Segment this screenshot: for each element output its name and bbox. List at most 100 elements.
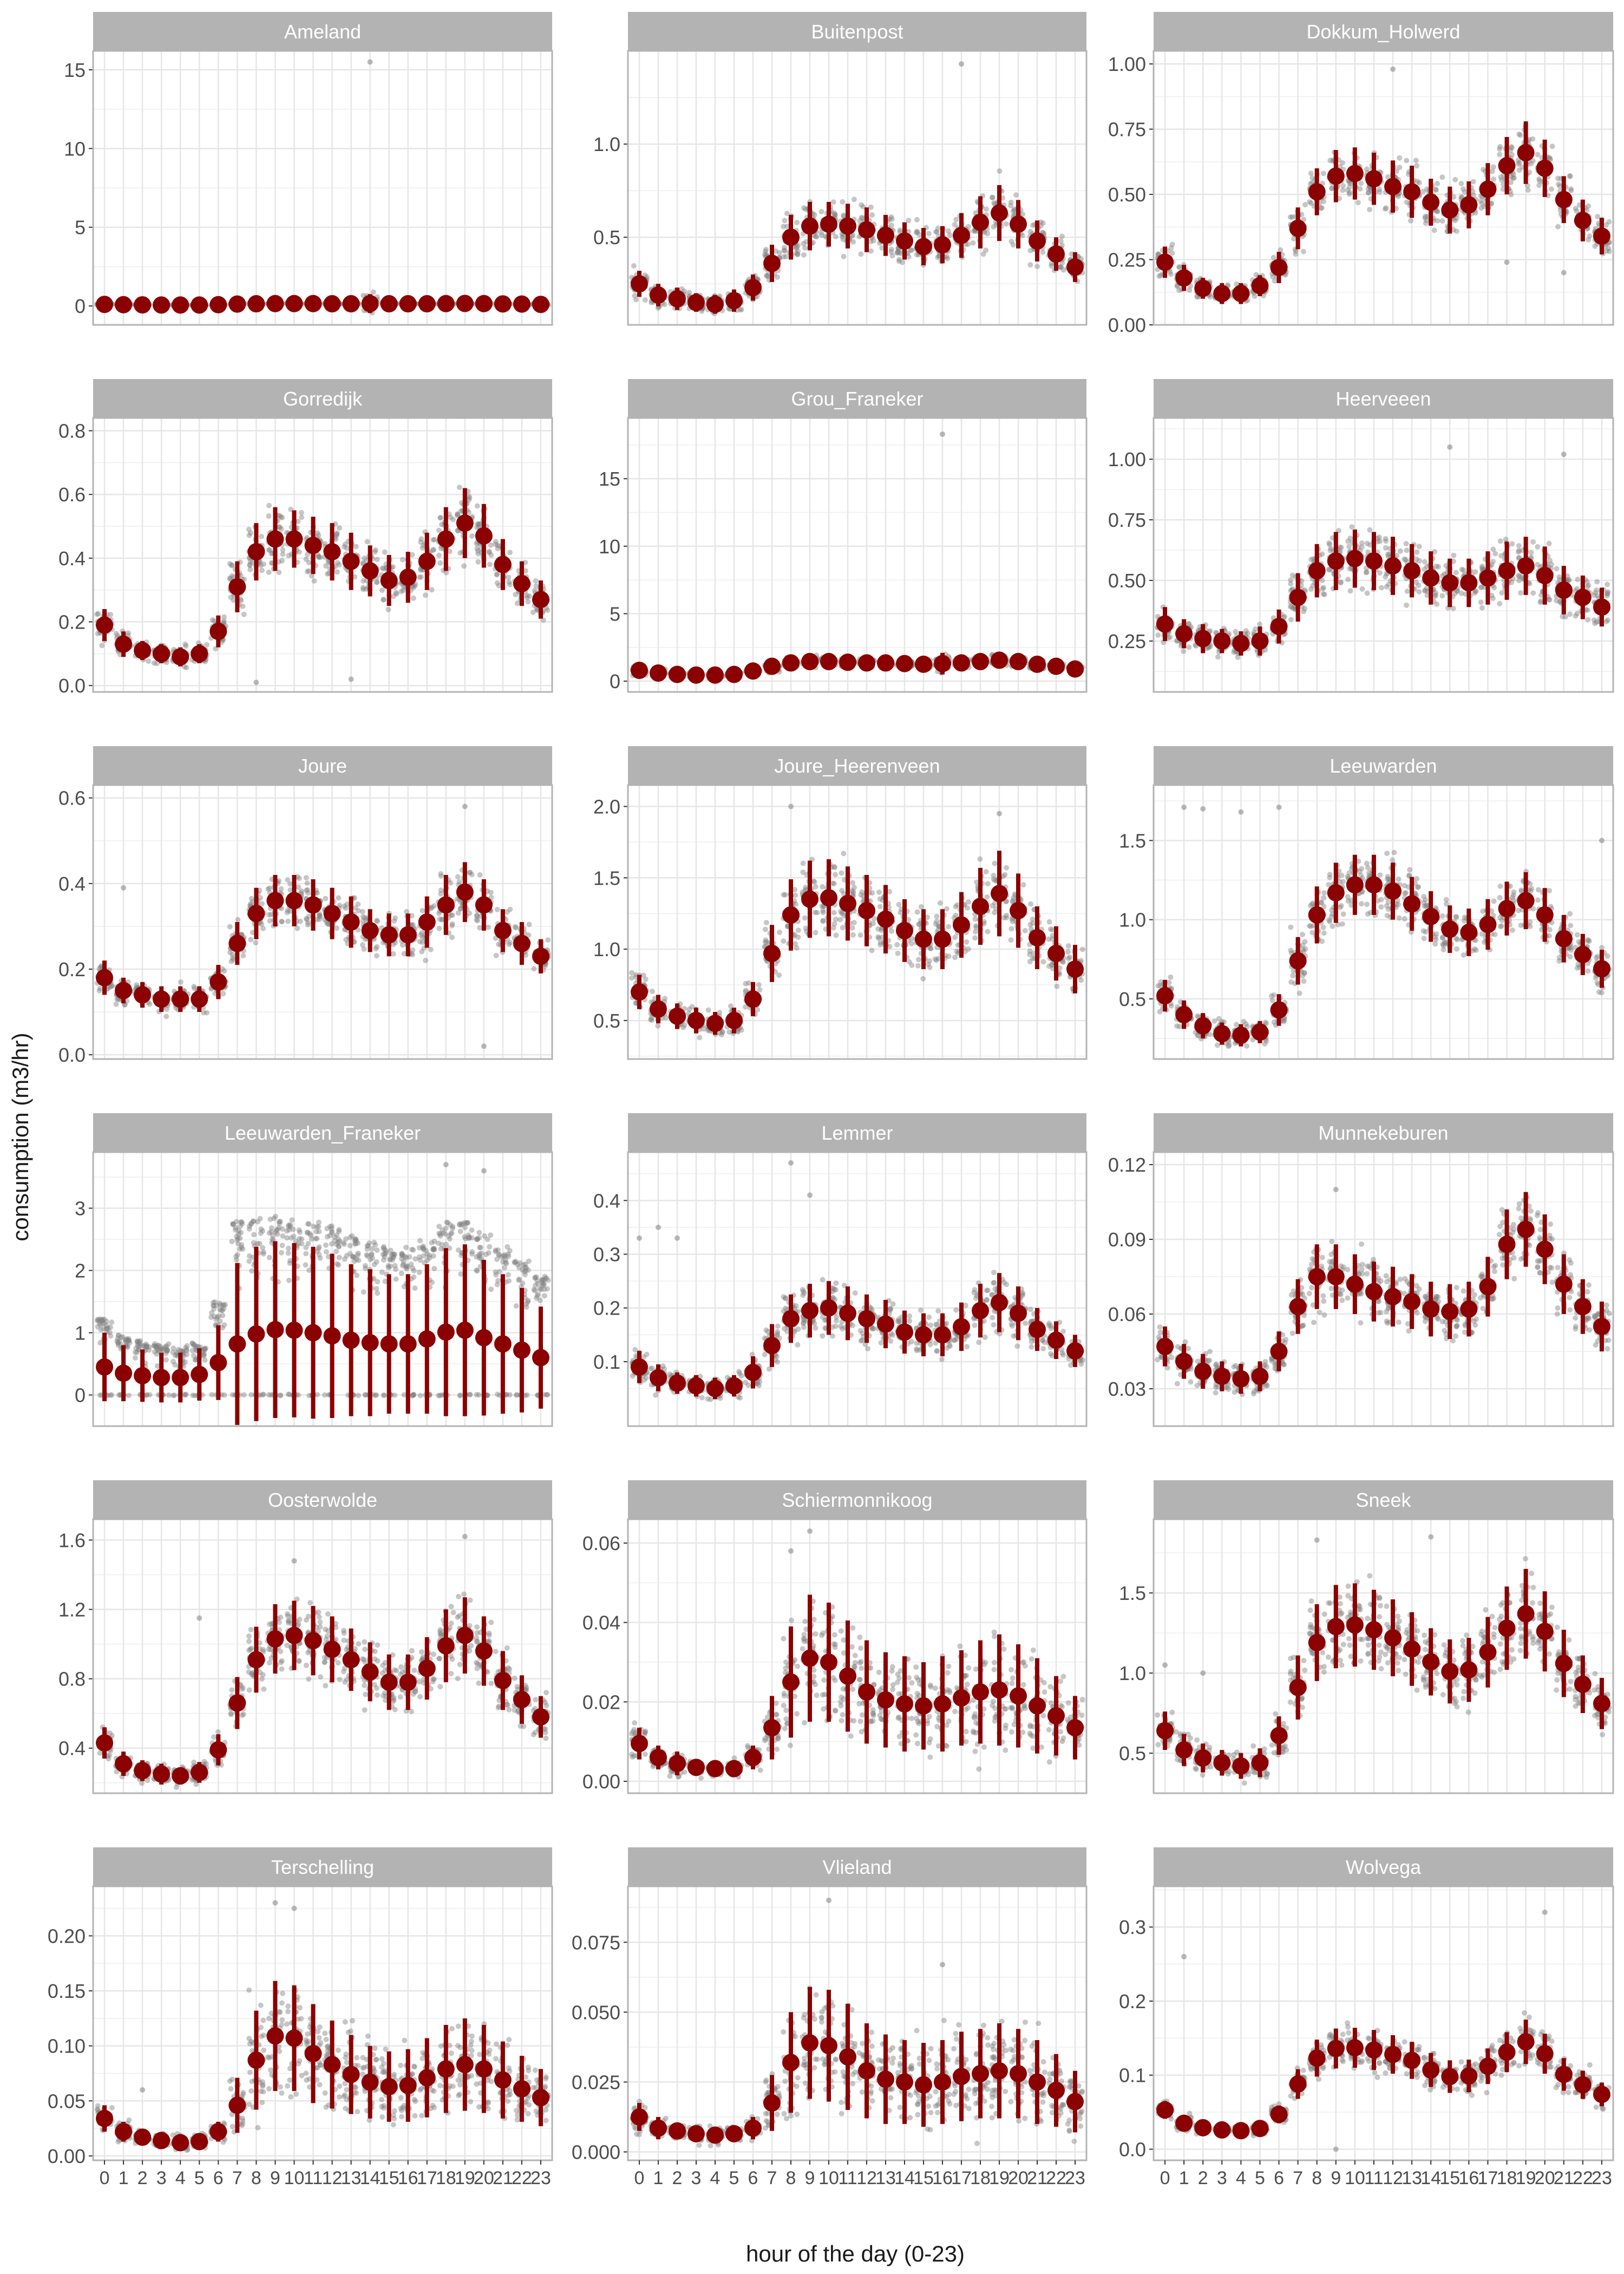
observation-point [429, 587, 435, 593]
observation-point [1176, 264, 1182, 270]
mean-point [437, 295, 455, 312]
mean-point [380, 295, 398, 313]
observation-point [642, 297, 648, 303]
observation-point [1567, 173, 1573, 179]
observation-point [525, 599, 531, 605]
mean-point [266, 295, 284, 312]
mean-point [953, 226, 970, 244]
mean-point [687, 666, 705, 684]
observation-point [870, 238, 876, 244]
mean-point [1194, 279, 1212, 297]
observation-point [533, 578, 539, 584]
observation-point [1215, 654, 1221, 660]
y-tick-label: 15 [64, 59, 86, 81]
observation-point [360, 585, 366, 591]
facet-panels: 051015Ameland0.51.0Buitenpost0.000.250.5… [48, 12, 1614, 2188]
mean-point [1047, 245, 1065, 263]
observation-point [1480, 167, 1486, 173]
observation-point [266, 513, 272, 519]
mean-point [513, 574, 531, 592]
mean-point [915, 655, 932, 673]
mean-point [228, 578, 246, 596]
observation-point [1358, 180, 1364, 186]
observation-point [1187, 287, 1193, 293]
observation-point [841, 253, 847, 259]
observation-point [1555, 224, 1561, 230]
observation-point [228, 594, 234, 600]
observation-point [1291, 605, 1296, 611]
observation-point [1517, 132, 1523, 138]
mean-point [744, 279, 762, 297]
observation-point [488, 542, 494, 548]
observation-point [914, 217, 920, 223]
observation-point [896, 257, 902, 263]
mean-point [820, 652, 837, 670]
observation-point [1396, 193, 1402, 199]
mean-point [1422, 193, 1440, 211]
observation-point [1423, 220, 1429, 226]
observation-point [1433, 186, 1439, 192]
observation-point [1414, 163, 1420, 169]
observation-point [513, 592, 519, 598]
observation-point [1536, 178, 1542, 184]
y-tick-label: 1.00 [1108, 53, 1146, 75]
mean-point [96, 616, 114, 634]
observation-point [1008, 202, 1014, 208]
mean-point [706, 666, 724, 684]
observation-point [316, 532, 322, 538]
mean-point [631, 275, 648, 293]
observation-point [781, 254, 787, 260]
mean-point [972, 652, 989, 670]
observation-point [793, 250, 799, 256]
observation-point [1509, 152, 1515, 158]
mean-point [1365, 170, 1383, 188]
mean-point [858, 221, 875, 239]
observation-point [1452, 218, 1458, 224]
observation-point [1365, 186, 1371, 192]
observation-point [1367, 207, 1373, 213]
observation-point [833, 234, 839, 240]
observation-point [1345, 577, 1351, 583]
mean-point [1289, 219, 1307, 237]
observation-point [1453, 228, 1459, 234]
mean-point [399, 568, 417, 586]
observation-point [1302, 202, 1308, 208]
mean-point [361, 562, 379, 580]
mean-point [839, 217, 856, 235]
observation-point [1439, 174, 1445, 180]
observation-point [1397, 165, 1403, 171]
observation-point [1301, 609, 1307, 615]
mean-point [896, 655, 913, 672]
observation-point [1319, 205, 1325, 211]
mean-point [323, 295, 341, 313]
observation-point [374, 579, 380, 585]
observation-point [868, 204, 874, 210]
mean-point [172, 648, 189, 666]
mean-point [134, 642, 152, 659]
mean-point [437, 530, 455, 548]
observation-point [394, 591, 400, 597]
observation-point [409, 552, 415, 558]
mean-point [532, 591, 549, 609]
observation-point [1300, 249, 1306, 254]
mean-point [1175, 269, 1193, 287]
mean-point [1047, 657, 1065, 675]
y-tick-label: 0 [75, 295, 86, 317]
observation-point [985, 231, 991, 237]
mean-point [1308, 183, 1326, 201]
observation-point [1435, 218, 1440, 224]
observation-point [279, 514, 285, 520]
mean-point [418, 552, 436, 570]
observation-point [241, 611, 247, 617]
outlier-point [1561, 270, 1567, 276]
observation-point [1013, 192, 1019, 198]
observation-point [1034, 264, 1040, 270]
observation-point [926, 231, 932, 237]
mean-point [96, 296, 114, 313]
observation-point [1413, 158, 1419, 164]
mean-point [763, 657, 781, 675]
mean-point [1555, 191, 1573, 208]
y-tick-label: 0.25 [1108, 249, 1146, 271]
